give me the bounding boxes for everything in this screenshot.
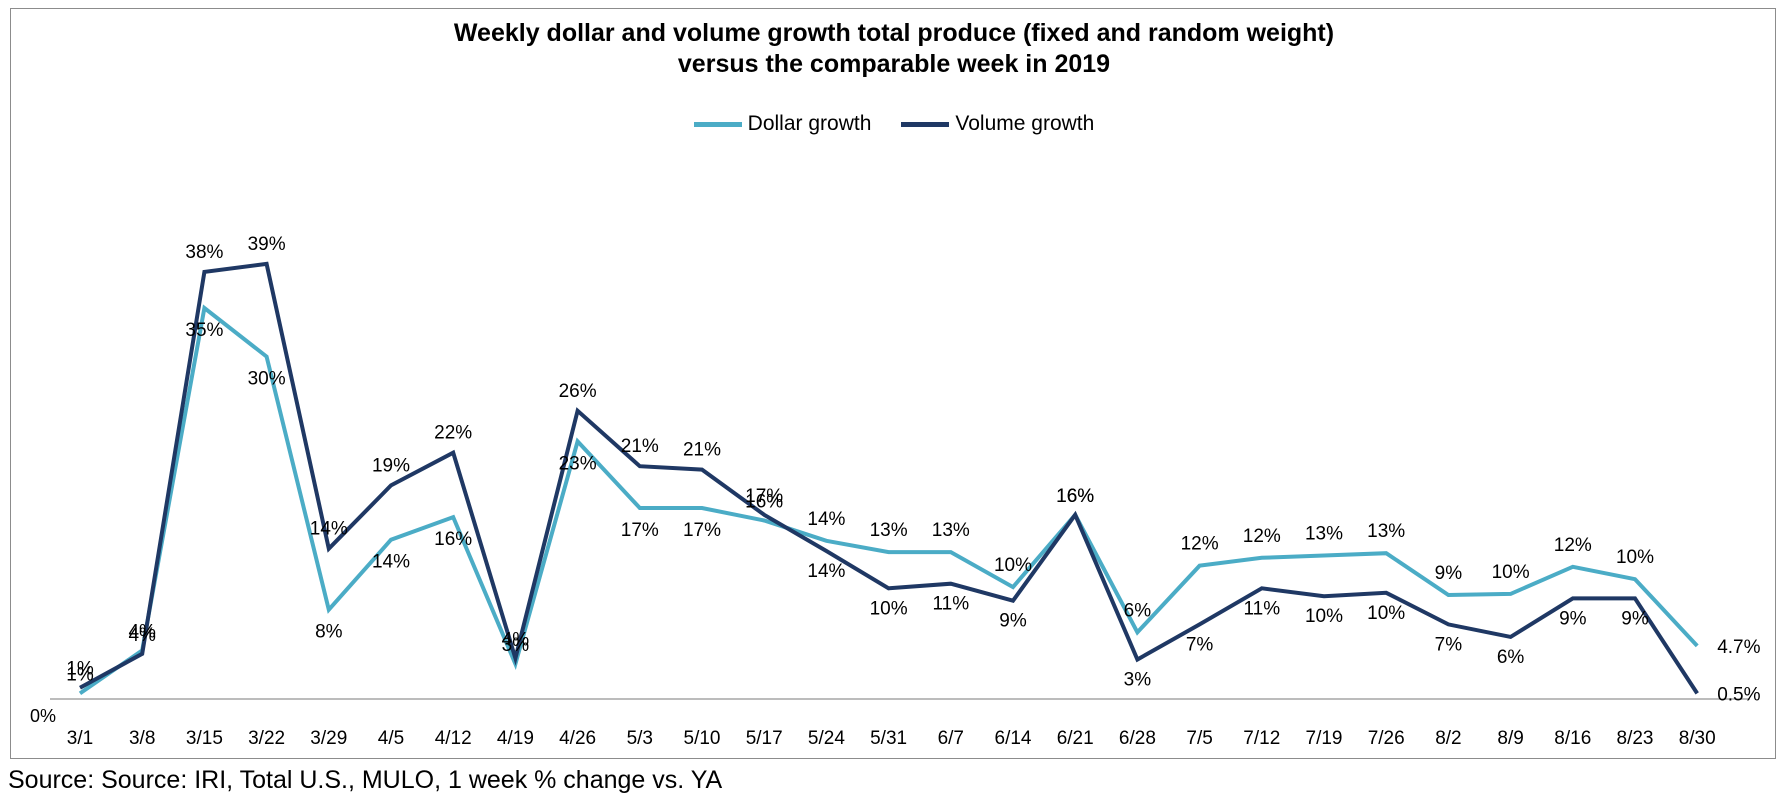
x-tick-label: 8/23 [1617, 728, 1654, 749]
data-label-dollar: 9% [1435, 563, 1463, 584]
data-label-volume: 9% [1621, 608, 1649, 629]
data-label-dollar: 12% [1554, 535, 1592, 556]
data-label-dollar: 8% [315, 622, 343, 643]
data-label-volume: 11% [1243, 598, 1280, 619]
data-label-dollar: 10% [1616, 547, 1654, 568]
data-label-dollar: 1% [66, 664, 94, 685]
x-tick-label: 3/15 [186, 728, 223, 749]
x-tick-label: 5/3 [627, 728, 653, 749]
data-label-volume: 14% [310, 519, 348, 540]
legend-item-dollar: Dollar growth [693, 112, 872, 136]
x-tick-label: 8/16 [1554, 728, 1591, 749]
data-label-dollar: 4% [128, 621, 156, 642]
chart-frame [10, 8, 1776, 759]
data-label-dollar: 16% [745, 491, 783, 512]
x-tick-label: 7/26 [1368, 728, 1405, 749]
data-label-volume: 21% [683, 440, 721, 461]
legend-item-volume: Volume growth [901, 112, 1094, 136]
legend: Dollar growth Volume growth [0, 112, 1788, 136]
data-label-volume: 6% [1497, 647, 1525, 668]
x-tick-label: 5/31 [870, 728, 907, 749]
data-label-volume: 26% [559, 381, 597, 402]
data-label-dollar: 16% [434, 529, 472, 550]
data-label-dollar: 30% [248, 369, 286, 390]
data-label-dollar: 10% [1492, 562, 1530, 583]
data-label-volume: 3% [1124, 669, 1152, 690]
x-tick-label: 6/14 [995, 728, 1032, 749]
data-label-volume: 0.5% [1717, 684, 1760, 705]
data-label-volume: 10% [1367, 603, 1405, 624]
x-tick-label: 3/8 [129, 728, 155, 749]
data-label-dollar: 14% [372, 552, 410, 573]
data-label-volume: 10% [1305, 606, 1343, 627]
data-label-dollar: 14% [807, 509, 845, 530]
data-label-dollar: 12% [1243, 526, 1281, 547]
x-tick-label: 5/10 [684, 728, 721, 749]
x-tick-label: 6/21 [1057, 728, 1094, 749]
series-line-dollar [78, 304, 1699, 696]
data-label-volume: 10% [870, 598, 908, 619]
data-label-volume: 38% [185, 242, 223, 263]
x-tick-label: 8/30 [1679, 728, 1716, 749]
data-label-dollar: 4.7% [1717, 637, 1760, 658]
chart-title-line-2: versus the comparable week in 2019 [677, 50, 1111, 78]
data-label-volume: 17% [745, 486, 783, 507]
data-label-volume: 9% [999, 611, 1027, 632]
data-label-dollar: 6% [1124, 600, 1152, 621]
data-label-dollar: 12% [1181, 534, 1219, 555]
data-label-dollar: 13% [1367, 521, 1405, 542]
x-tick-label: 4/26 [559, 728, 596, 749]
data-label-dollar: 3% [502, 635, 530, 656]
data-label-volume: 4% [128, 625, 156, 646]
x-tick-label: 3/29 [310, 728, 347, 749]
x-tick-label: 7/19 [1306, 728, 1343, 749]
series-line-volume [79, 261, 1699, 695]
data-label-volume: 19% [372, 455, 410, 476]
data-label-volume: 7% [1186, 634, 1214, 655]
data-label-dollar: 10% [994, 555, 1032, 576]
x-tick-label: 3/1 [67, 728, 93, 749]
legend-swatch-dollar [693, 121, 742, 127]
chart-title-line-1: Weekly dollar and volume growth total pr… [453, 19, 1335, 47]
x-tick-label: 8/9 [1497, 728, 1523, 749]
data-label-dollar: 35% [185, 320, 223, 341]
x-tick-label: 6/28 [1119, 728, 1156, 749]
data-label-dollar: 23% [559, 453, 597, 474]
data-label-dollar: 13% [932, 520, 970, 541]
data-label-volume: 16% [1056, 486, 1094, 507]
x-tick-label: 8/2 [1435, 728, 1461, 749]
x-tick-label: 4/12 [435, 728, 472, 749]
data-label-volume: 4% [502, 629, 530, 650]
data-label-dollar: 13% [1305, 523, 1343, 544]
x-tick-label: 7/12 [1243, 728, 1280, 749]
data-label-volume: 21% [621, 436, 659, 457]
x-tick-label: 6/7 [938, 728, 964, 749]
data-label-volume: 14% [807, 561, 845, 582]
data-label-volume: 1% [66, 659, 94, 680]
data-label-dollar: 13% [870, 520, 908, 541]
y-zero-label: 0% [30, 706, 56, 726]
legend-label-dollar: Dollar growth [747, 112, 872, 135]
data-label-volume: 22% [434, 423, 472, 444]
x-tick-label: 3/22 [248, 728, 285, 749]
data-label-dollar: 16% [1056, 486, 1094, 507]
x-tick-label: 4/19 [497, 728, 534, 749]
data-label-volume: 7% [1435, 634, 1463, 655]
data-label-dollar: 17% [683, 520, 721, 541]
x-tick-label: 5/17 [746, 728, 783, 749]
x-tick-label: 5/24 [808, 728, 845, 749]
data-label-volume: 39% [248, 234, 286, 255]
legend-label-volume: Volume growth [955, 112, 1095, 135]
chart-title: Weekly dollar and volume growth total pr… [0, 18, 1788, 80]
data-label-volume: 11% [932, 594, 969, 615]
x-tick-label: 7/5 [1186, 728, 1212, 749]
data-label-dollar: 17% [621, 520, 659, 541]
legend-swatch-volume [901, 121, 950, 127]
data-label-volume: 9% [1559, 608, 1587, 629]
x-tick-label: 4/5 [378, 728, 404, 749]
source-note: Source: Source: IRI, Total U.S., MULO, 1… [8, 766, 723, 794]
